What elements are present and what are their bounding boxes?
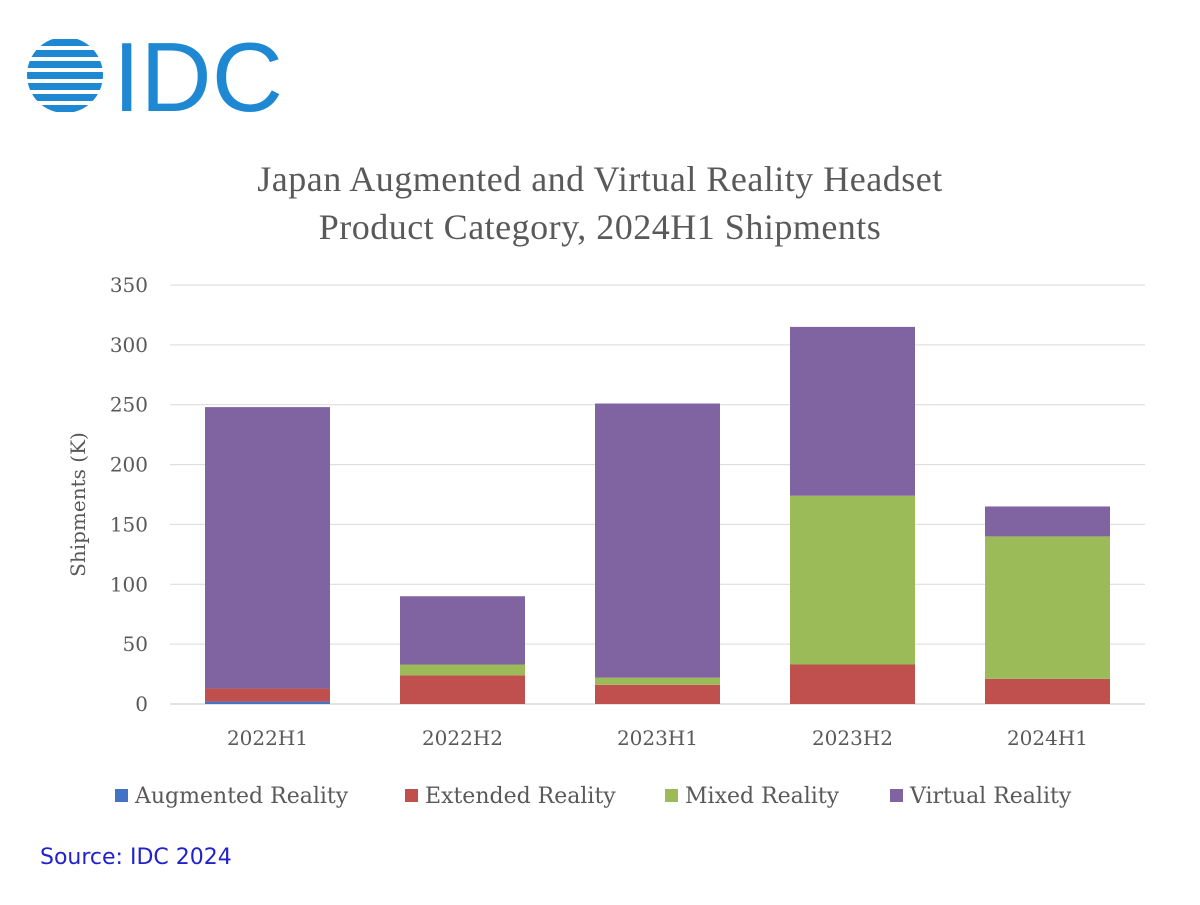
bar-segment-extended-reality — [595, 684, 720, 704]
legend-swatch — [405, 789, 418, 802]
svg-text:IDC: IDC — [113, 35, 283, 115]
y-tick-label: 0 — [135, 692, 148, 716]
y-tick-label: 300 — [110, 333, 148, 357]
bar-segment-mixed-reality — [985, 536, 1110, 679]
x-tick-label: 2022H1 — [227, 726, 308, 750]
idc-logo: IDC — [27, 35, 283, 115]
bar-segment-virtual-reality — [400, 596, 525, 665]
y-tick-label: 50 — [123, 632, 148, 656]
bar-segment-augmented-reality — [205, 701, 330, 704]
stacked-bar-chart: 0 50 100 150 200 250 300 350 Shipments (K) 2022H1… — [66, 273, 1145, 809]
chart-title-line-2: Product Category, 2024H1 Shipments — [318, 207, 882, 247]
bar-segment-virtual-reality — [790, 326, 915, 496]
bar-segment-extended-reality — [205, 688, 330, 702]
bar-segment-mixed-reality — [790, 495, 915, 665]
source-note: Source: IDC 2024 — [40, 845, 232, 870]
bar-segment-virtual-reality — [205, 407, 330, 689]
bar-segment-virtual-reality — [595, 403, 720, 678]
legend-label: Extended Reality — [425, 784, 616, 809]
x-tick-label: 2024H1 — [1007, 726, 1088, 750]
legend-label: Virtual Reality — [909, 784, 1072, 809]
chart-title: Japan Augmented and Virtual Reality Head… — [0, 155, 1200, 251]
x-tick-label: 2023H2 — [812, 726, 893, 750]
y-tick-label: 350 — [110, 273, 148, 297]
bar-segment-extended-reality — [790, 664, 915, 704]
y-tick-label: 150 — [110, 512, 148, 536]
bar-segment-extended-reality — [400, 675, 525, 704]
bar-segment-mixed-reality — [595, 677, 720, 685]
chart-title-line-1: Japan Augmented and Virtual Reality Head… — [257, 159, 943, 199]
bar-segment-extended-reality — [985, 678, 1110, 704]
x-tick-label: 2022H2 — [422, 726, 503, 750]
y-tick-label: 100 — [110, 572, 148, 596]
legend-label: Augmented Reality — [134, 784, 349, 809]
legend-swatch — [115, 789, 128, 802]
legend-swatch — [665, 789, 678, 802]
bar-segment-mixed-reality — [400, 664, 525, 676]
y-tick-label: 250 — [110, 393, 148, 417]
bar-segment-virtual-reality — [985, 506, 1110, 537]
x-tick-label: 2023H1 — [617, 726, 698, 750]
y-axis-label: Shipments (K) — [66, 432, 90, 577]
legend-label: Mixed Reality — [685, 784, 840, 809]
y-tick-label: 200 — [110, 453, 148, 477]
legend-swatch — [890, 789, 903, 802]
